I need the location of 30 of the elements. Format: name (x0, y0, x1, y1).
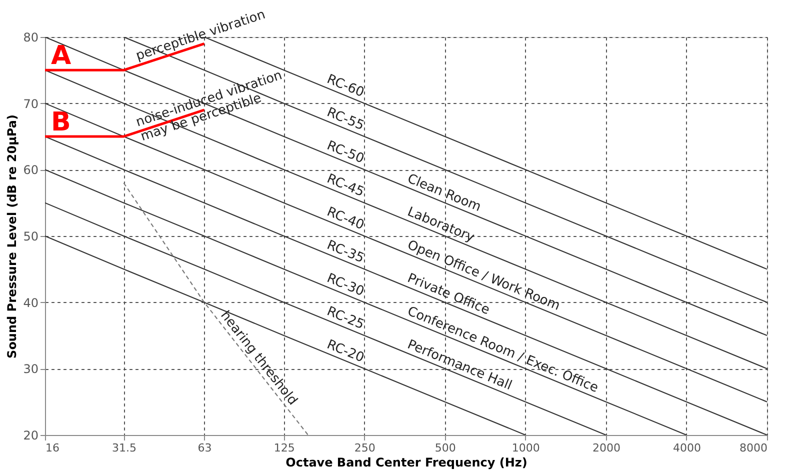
y-tick-label: 50 (23, 230, 38, 244)
annotation: RC-30 (324, 270, 366, 300)
x-tick-label: 4000 (672, 442, 701, 454)
annotation: RC-50 (324, 138, 366, 167)
x-tick-label: 16 (46, 442, 60, 454)
annotation: RC-20 (324, 337, 366, 366)
x-tick-label: 500 (434, 442, 456, 454)
x-tick-label: 31.5 (112, 442, 136, 454)
annotation: RC-60 (324, 72, 366, 101)
x-tick-label: 2000 (592, 442, 620, 454)
y-axis-title: Sound Pressure Level (dB re 20μPa) (5, 114, 20, 358)
y-tick-label: 60 (23, 163, 38, 178)
x-tick-label: 63 (198, 442, 212, 454)
x-tick-label: 8000 (740, 442, 768, 454)
series-label: A (51, 41, 72, 72)
x-tick-label: 250 (354, 442, 376, 454)
x-tick-label: 125 (274, 442, 295, 454)
y-tick-label: 40 (23, 296, 38, 310)
x-tick-label: 1000 (512, 442, 540, 454)
series-label: B (51, 108, 71, 138)
annotation: RC-25 (324, 304, 366, 333)
y-tick-label: 30 (23, 362, 38, 376)
x-axis-title: Octave Band Center Frequency (Hz) (286, 456, 528, 470)
y-tick-label: 70 (23, 96, 38, 111)
annotation: RC-45 (324, 171, 366, 200)
annotation: RC-55 (324, 105, 366, 134)
y-tick-label: 80 (23, 30, 38, 44)
annotation: RC-35 (324, 238, 366, 266)
y-tick-label: 20 (23, 428, 38, 442)
annotation: RC-40 (324, 204, 366, 234)
